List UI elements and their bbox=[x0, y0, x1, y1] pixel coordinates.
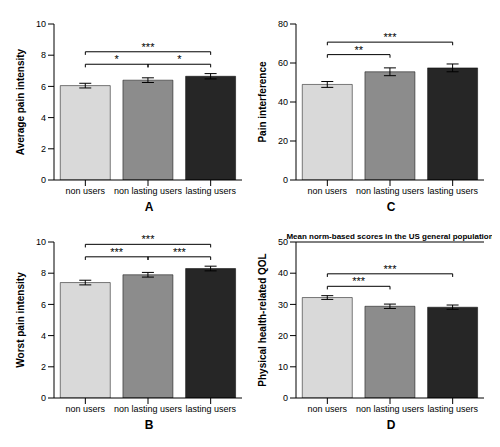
svg-text:non users: non users bbox=[308, 186, 348, 196]
svg-text:non lasting users: non lasting users bbox=[356, 404, 425, 414]
svg-text:lasting users: lasting users bbox=[185, 404, 236, 414]
svg-text:***: *** bbox=[352, 275, 366, 287]
svg-text:10: 10 bbox=[36, 237, 46, 247]
svg-text:lasting users: lasting users bbox=[427, 404, 478, 414]
svg-text:***: *** bbox=[110, 246, 124, 258]
svg-text:40: 40 bbox=[278, 97, 288, 107]
svg-text:***: *** bbox=[384, 263, 398, 275]
svg-text:Pain interference: Pain interference bbox=[257, 61, 268, 143]
svg-text:non users: non users bbox=[308, 404, 348, 414]
svg-text:***: *** bbox=[173, 246, 187, 258]
svg-text:6: 6 bbox=[41, 300, 46, 310]
svg-text:10: 10 bbox=[278, 362, 288, 372]
svg-text:60: 60 bbox=[278, 58, 288, 68]
svg-text:0: 0 bbox=[41, 175, 46, 185]
svg-text:non users: non users bbox=[66, 404, 106, 414]
svg-text:Physical health-related QOL: Physical health-related QOL bbox=[257, 253, 268, 386]
svg-text:***: *** bbox=[142, 233, 156, 245]
html-text:C: C bbox=[386, 200, 396, 214]
svg-text:non users: non users bbox=[66, 186, 106, 196]
svg-text:0: 0 bbox=[283, 175, 288, 185]
svg-text:20: 20 bbox=[278, 136, 288, 146]
svg-text:*: * bbox=[177, 53, 182, 65]
svg-text:non lasting users: non lasting users bbox=[114, 186, 183, 196]
svg-text:***: *** bbox=[384, 31, 398, 43]
html-text:B: B bbox=[144, 418, 154, 432]
svg-text:2: 2 bbox=[41, 144, 46, 154]
svg-text:non lasting users: non lasting users bbox=[356, 186, 425, 196]
svg-text:Average pain intensity: Average pain intensity bbox=[15, 48, 26, 155]
svg-text:4: 4 bbox=[41, 331, 46, 341]
svg-text:8: 8 bbox=[41, 268, 46, 278]
svg-text:30: 30 bbox=[278, 300, 288, 310]
svg-text:non lasting users: non lasting users bbox=[114, 404, 183, 414]
svg-text:*: * bbox=[115, 53, 120, 65]
svg-text:0: 0 bbox=[283, 393, 288, 403]
svg-text:Mean norm-based scores in the: Mean norm-based scores in the US general… bbox=[286, 232, 492, 241]
svg-text:2: 2 bbox=[41, 362, 46, 372]
svg-text:6: 6 bbox=[41, 82, 46, 92]
svg-text:8: 8 bbox=[41, 50, 46, 60]
svg-text:Worst pain intensity: Worst pain intensity bbox=[15, 272, 26, 368]
svg-text:**: ** bbox=[354, 44, 363, 56]
svg-text:4: 4 bbox=[41, 113, 46, 123]
svg-text:lasting users: lasting users bbox=[427, 186, 478, 196]
html-text:D: D bbox=[386, 418, 396, 432]
html-text:A: A bbox=[144, 200, 154, 214]
svg-text:10: 10 bbox=[36, 19, 46, 29]
svg-text:50: 50 bbox=[278, 237, 288, 248]
svg-text:40: 40 bbox=[278, 268, 288, 278]
svg-text:***: *** bbox=[142, 41, 156, 53]
svg-text:80: 80 bbox=[278, 19, 288, 29]
svg-text:20: 20 bbox=[278, 331, 288, 341]
svg-text:0: 0 bbox=[41, 393, 46, 403]
svg-text:lasting users: lasting users bbox=[185, 186, 236, 196]
